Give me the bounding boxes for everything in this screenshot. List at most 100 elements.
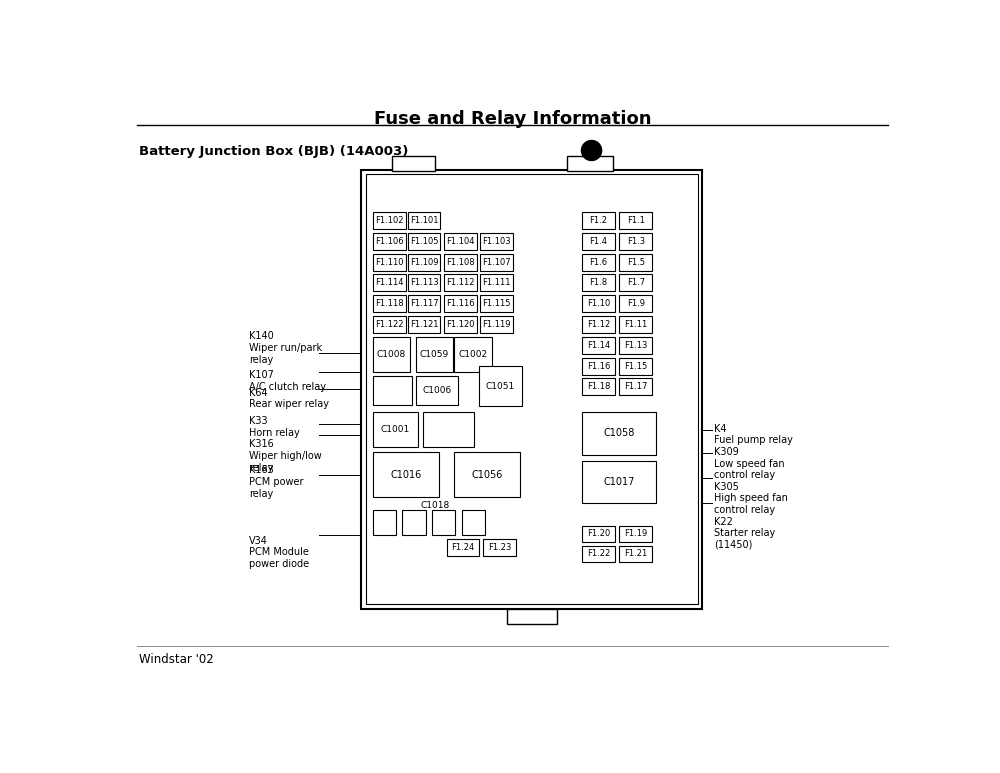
Bar: [408, 212, 440, 229]
Text: C1001: C1001: [381, 425, 410, 434]
Text: K107
A/C clutch relay: K107 A/C clutch relay: [249, 370, 326, 392]
Bar: [479, 366, 522, 406]
Text: F1.18: F1.18: [587, 383, 610, 391]
Text: C1018: C1018: [420, 501, 450, 510]
Text: F1.24: F1.24: [451, 543, 475, 553]
Text: F1.16: F1.16: [587, 362, 610, 370]
Text: F1.7: F1.7: [627, 278, 645, 288]
Bar: [373, 412, 418, 447]
Bar: [483, 540, 516, 557]
Bar: [582, 295, 615, 312]
Text: C1059: C1059: [420, 349, 449, 359]
Bar: [619, 274, 652, 291]
Text: F1.12: F1.12: [587, 320, 610, 329]
Text: F1.110: F1.110: [375, 257, 404, 267]
Text: F1.10: F1.10: [587, 299, 610, 308]
Bar: [444, 254, 477, 271]
Bar: [619, 379, 652, 395]
Text: F1.2: F1.2: [590, 216, 608, 225]
Bar: [454, 337, 492, 372]
Text: F1.112: F1.112: [446, 278, 475, 288]
Bar: [582, 337, 615, 354]
Bar: [444, 316, 477, 333]
Bar: [408, 316, 440, 333]
Bar: [619, 254, 652, 271]
Bar: [582, 546, 615, 563]
Text: Windstar '02: Windstar '02: [139, 653, 214, 666]
Bar: [582, 461, 656, 503]
Text: F1.121: F1.121: [410, 320, 438, 329]
Text: F1.5: F1.5: [627, 257, 645, 267]
Text: F1.105: F1.105: [410, 237, 438, 246]
Text: F1.108: F1.108: [446, 257, 475, 267]
Text: Battery Junction Box (BJB) (14A003): Battery Junction Box (BJB) (14A003): [139, 145, 408, 158]
Bar: [582, 358, 615, 375]
Bar: [423, 412, 474, 447]
Text: K64
Rear wiper relay: K64 Rear wiper relay: [249, 388, 329, 409]
Bar: [373, 295, 406, 312]
Text: C1017: C1017: [603, 477, 635, 487]
Bar: [619, 233, 652, 250]
Text: F1.9: F1.9: [627, 299, 645, 308]
Bar: [619, 546, 652, 563]
Bar: [408, 295, 440, 312]
Bar: [619, 212, 652, 229]
Text: F1.116: F1.116: [446, 299, 475, 308]
Bar: [373, 254, 406, 271]
Text: F1.106: F1.106: [375, 237, 404, 246]
Bar: [582, 412, 656, 455]
Text: F1.6: F1.6: [589, 257, 608, 267]
Text: C1016: C1016: [390, 470, 422, 480]
Text: V34
PCM Module
power diode: V34 PCM Module power diode: [249, 536, 309, 569]
Bar: [447, 540, 479, 557]
Text: F1.113: F1.113: [410, 278, 438, 288]
Text: Fuse and Relay Information: Fuse and Relay Information: [374, 110, 651, 128]
Bar: [416, 376, 458, 405]
Bar: [582, 212, 615, 229]
Text: F1.107: F1.107: [482, 257, 511, 267]
Text: F1.11: F1.11: [624, 320, 647, 329]
Bar: [619, 316, 652, 333]
Text: F1.119: F1.119: [482, 320, 510, 329]
Bar: [373, 337, 410, 372]
Text: F1.109: F1.109: [410, 257, 438, 267]
Bar: [444, 274, 477, 291]
Text: F1.101: F1.101: [410, 216, 438, 225]
Text: F1.115: F1.115: [482, 299, 510, 308]
Bar: [416, 337, 453, 372]
Bar: [402, 510, 426, 535]
Text: F1.4: F1.4: [590, 237, 608, 246]
Bar: [444, 233, 477, 250]
Bar: [373, 316, 406, 333]
Text: F1.118: F1.118: [375, 299, 404, 308]
Bar: [432, 510, 455, 535]
Bar: [480, 254, 512, 271]
Bar: [373, 212, 406, 229]
Bar: [454, 452, 520, 497]
Bar: [619, 295, 652, 312]
Text: C1056: C1056: [472, 470, 503, 480]
Bar: [366, 175, 698, 604]
Bar: [408, 274, 440, 291]
Bar: [462, 510, 485, 535]
Text: F1.111: F1.111: [482, 278, 510, 288]
Text: F1.14: F1.14: [587, 341, 610, 350]
Text: K33
Horn relay
K316
Wiper high/low
relay: K33 Horn relay K316 Wiper high/low relay: [249, 416, 322, 472]
Bar: [408, 254, 440, 271]
Bar: [408, 233, 440, 250]
Bar: [480, 295, 512, 312]
Bar: [582, 526, 615, 543]
Bar: [480, 233, 512, 250]
Text: F1.104: F1.104: [446, 237, 475, 246]
Bar: [373, 452, 439, 497]
Text: F1.21: F1.21: [624, 550, 647, 558]
Text: F1.13: F1.13: [624, 341, 647, 350]
Bar: [373, 233, 406, 250]
Bar: [507, 608, 557, 624]
Text: F1.102: F1.102: [375, 216, 404, 225]
Bar: [582, 274, 615, 291]
Bar: [582, 254, 615, 271]
Text: F1.103: F1.103: [482, 237, 511, 246]
Text: F1.22: F1.22: [587, 550, 610, 558]
Text: F1.120: F1.120: [446, 320, 475, 329]
